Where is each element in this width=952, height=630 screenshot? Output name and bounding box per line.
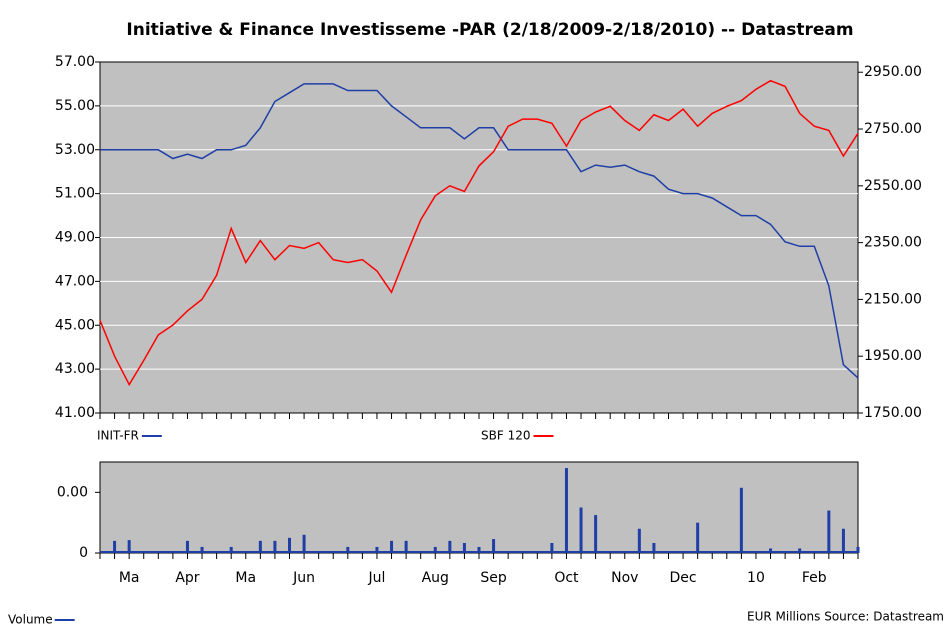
legend-label: Volume: [8, 613, 53, 627]
y-tick-label: 43.00: [55, 361, 95, 377]
y-tick-label: 0: [79, 545, 88, 561]
bar: [492, 539, 496, 553]
bar: [258, 540, 262, 553]
y-tick-label: 49.00: [55, 230, 95, 246]
y2-tick-label: 2150.00: [864, 291, 922, 307]
y2-tick-label: 1950.00: [864, 348, 922, 364]
bar: [769, 548, 773, 553]
y-tick-label: 55.00: [55, 98, 95, 114]
bar: [185, 540, 189, 553]
bar: [375, 546, 379, 553]
y2-tick-label: 2550.00: [864, 178, 922, 194]
series-line: [100, 83, 859, 379]
bar: [113, 540, 117, 553]
bar: [637, 528, 641, 553]
x-tick-label: Nov: [611, 570, 638, 586]
bar: [433, 546, 437, 553]
bar: [739, 487, 743, 553]
bar: [390, 540, 394, 553]
bar: [288, 537, 291, 553]
legend-label: INIT-FR: [97, 429, 139, 443]
y-tick-label: 41.00: [55, 405, 95, 421]
bar: [841, 528, 845, 553]
y2-tick-label: 2750.00: [864, 121, 922, 137]
bar: [798, 548, 802, 553]
bar: [564, 468, 568, 553]
series-line: [99, 79, 859, 387]
y-tick-label: 57.00: [55, 54, 95, 70]
bar: [856, 546, 860, 553]
x-tick-label: Oct: [554, 570, 579, 586]
x-tick-label: Ma: [235, 570, 256, 586]
bar: [827, 510, 831, 553]
bar: [594, 515, 598, 553]
bar: [696, 522, 700, 553]
y-tick-label: 45.00: [55, 317, 95, 333]
bar: [346, 546, 350, 553]
bar: [462, 542, 466, 553]
legend-label: SBF 120: [481, 429, 530, 443]
chart-title: Initiative & Finance Investisseme -PAR (…: [126, 20, 853, 40]
x-tick-label: Dec: [670, 570, 697, 586]
x-tick-label: Jun: [292, 570, 315, 586]
bar: [200, 546, 204, 553]
y-tick-label: 47.00: [55, 273, 95, 289]
x-tick-label: Ma: [119, 570, 140, 586]
bar: [404, 540, 408, 553]
y-tick-label: 0.00: [57, 484, 88, 500]
x-tick-label: Apr: [175, 570, 199, 586]
bar: [229, 546, 233, 553]
y2-tick-label: 1750.00: [864, 405, 922, 421]
bar: [448, 540, 452, 553]
y2-tick-label: 2350.00: [864, 235, 922, 251]
bar: [550, 542, 554, 553]
x-tick-label: Feb: [802, 570, 827, 586]
volume-plot-area: [99, 461, 859, 554]
bar: [302, 534, 306, 553]
y2-tick-label: 2950.00: [864, 64, 922, 80]
bar: [579, 507, 583, 553]
x-tick-label: 10: [747, 570, 765, 586]
bar: [477, 546, 481, 553]
y-tick-label: 53.00: [55, 142, 95, 158]
bar: [127, 540, 131, 553]
bar: [273, 540, 277, 553]
bar: [652, 542, 656, 553]
x-tick-label: Aug: [422, 570, 449, 586]
x-tick-label: Sep: [480, 570, 507, 586]
source-note: EUR Millions Source: Datastream: [747, 610, 944, 624]
y-tick-label: 51.00: [55, 186, 95, 202]
x-tick-label: Jul: [368, 570, 386, 586]
